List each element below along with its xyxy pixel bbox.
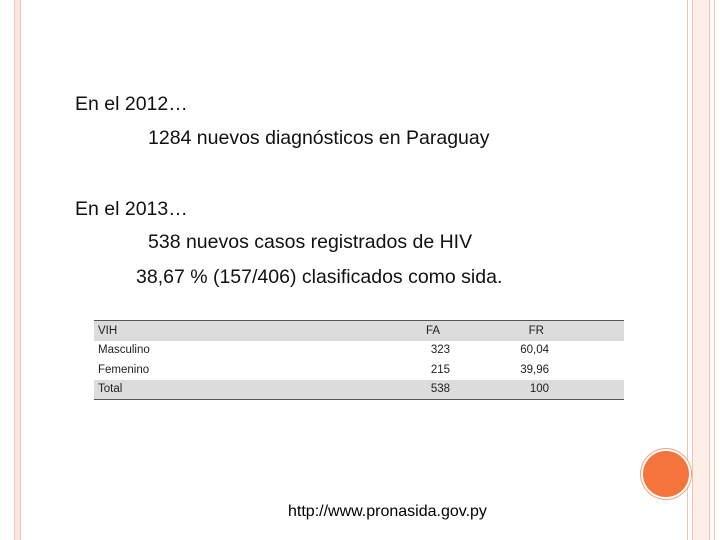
cell-fa: 323	[430, 344, 450, 357]
left-decorative-border	[14, 0, 21, 540]
table-total-row: Total 538 100	[94, 379, 624, 400]
source-url: http://www.pronasida.gov.py	[288, 503, 487, 520]
cell-fr: 100	[450, 379, 624, 400]
cell-fa: 538	[284, 379, 450, 400]
diagnoses-2012-text: 1284 nuevos diagnósticos en Paraguay	[148, 127, 490, 149]
hiv-sex-table: VIH FA FR Masculino 323 60,04 Femenino 2…	[94, 320, 624, 400]
table-header-row: VIH FA FR	[94, 320, 624, 341]
border-fill	[693, 0, 709, 540]
border-line	[714, 0, 715, 540]
cell-category: Masculino	[98, 344, 150, 357]
cell-category: Femenino	[98, 363, 150, 376]
right-decorative-border	[687, 0, 720, 540]
header-vih: VIH	[94, 320, 284, 341]
heading-2013: En el 2013…	[75, 198, 188, 220]
header-fr: FR	[450, 320, 624, 341]
cell-fr: 60,04	[520, 344, 549, 357]
cell-fr: 39,96	[520, 363, 549, 376]
decorative-orange-circle	[641, 449, 691, 499]
border-line	[709, 0, 710, 540]
aids-2013-text: 38,67 % (157/406) clasificados como sida…	[136, 266, 503, 288]
border-line	[687, 0, 688, 540]
cell-category: Total	[94, 379, 284, 400]
table-row: Femenino 215 39,96	[94, 360, 624, 380]
border-line	[692, 0, 693, 540]
cell-fa: 215	[430, 363, 450, 376]
header-fa: FA	[284, 320, 450, 341]
cases-2013-text: 538 nuevos casos registrados de HIV	[148, 231, 473, 253]
table-row: Masculino 323 60,04	[94, 341, 624, 361]
heading-2012: En el 2012…	[75, 93, 188, 115]
